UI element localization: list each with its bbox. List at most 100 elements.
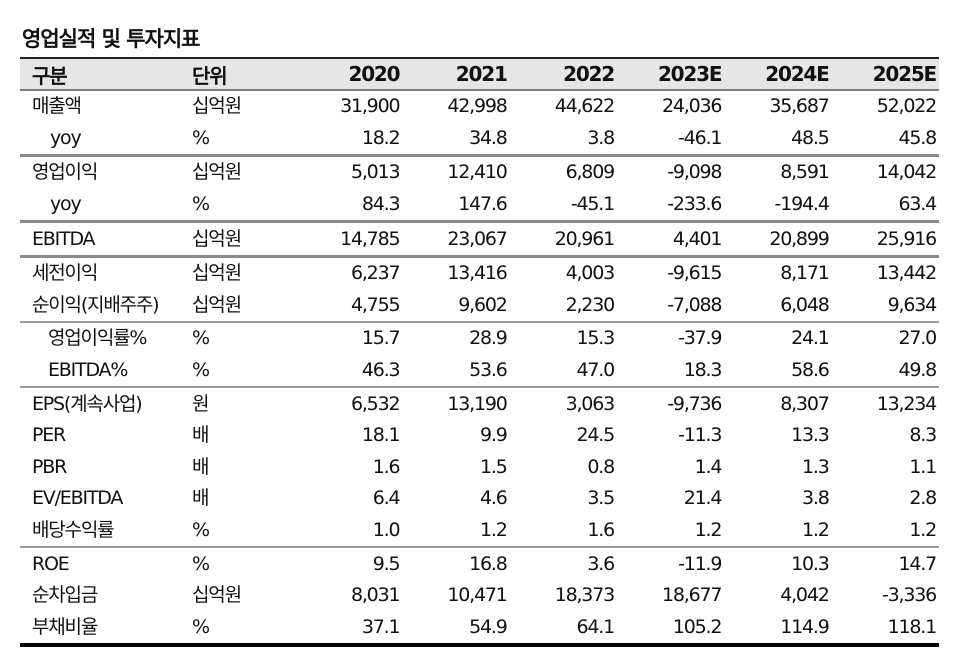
table-row: EPS(계속사업) 원 6,532 13,190 3,063 -9,736 8,307 13,… — [20, 386, 939, 420]
header-year: 2025E — [831, 57, 939, 91]
row-value: 16.8 — [402, 546, 510, 580]
row-value: 35,687 — [769, 95, 830, 118]
row-value: 4,042 — [780, 584, 830, 607]
row-value: 44,622 — [554, 95, 616, 118]
row-value: -3,336 — [881, 584, 937, 607]
row-value: 18.1 — [361, 424, 401, 447]
row-value: 12,410 — [402, 154, 510, 189]
row-label: EBITDA% — [48, 359, 128, 382]
row-unit: % — [192, 546, 296, 580]
row-unit: 원 — [192, 386, 296, 420]
row-value: 147.6 — [458, 193, 508, 216]
header-year: 2024E — [724, 57, 832, 91]
row-value: 27.0 — [831, 321, 939, 355]
row-unit: % — [192, 321, 296, 355]
table-title: 영업실적 및 투자지표 — [22, 27, 201, 51]
row-unit: 십억원 — [192, 220, 296, 257]
row-value: 105.2 — [616, 611, 725, 648]
row-value: 3.6 — [509, 546, 617, 580]
table-row: 순이익(지배주주) 십억원 4,755 9,602 2,230 -7,088 6,048 9,… — [20, 290, 939, 323]
financial-indicators-table: 구분 단위 2020 2021 2022 2023E 2024E 2025E 매… — [20, 57, 939, 648]
row-value: 48.5 — [791, 126, 830, 149]
table-row: PBR 배 1.6 1.5 0.8 1.4 1.3 1.1 — [20, 452, 939, 484]
table-row: EV/EBITDA 배 6.4 4.6 3.5 21.4 3.8 2.8 — [20, 483, 939, 515]
table-row: EBITDA 십억원 14,785 23,067 20,961 4,401 20,899 25… — [20, 220, 939, 257]
row-value: -9,736 — [616, 386, 725, 420]
table-row: 순차입금 십억원 8,031 10,471 18,373 18,677 4,042 -3,33… — [20, 580, 939, 612]
row-unit: 십억원 — [192, 154, 296, 189]
table-row: yoy% 18.2 34.8 3.8 -46.1 48.5 45.8 — [20, 123, 939, 156]
row-value: 9.5 — [295, 546, 403, 580]
row-value: 4,401 — [616, 220, 725, 257]
row-value: 1.2 — [694, 519, 723, 542]
row-value: 14,042 — [831, 154, 939, 189]
row-label: yoy — [50, 126, 82, 149]
table-header-row: 구분 단위 2020 2021 2022 2023E 2024E 2025E — [20, 57, 939, 91]
row-value: 13,442 — [831, 254, 939, 290]
row-value: 53.6 — [469, 359, 508, 382]
row-unit: 십억원 — [192, 293, 242, 316]
row-value: 84.3 — [361, 193, 401, 216]
row-value: 1.2 — [909, 519, 937, 542]
row-value: 6,237 — [295, 254, 403, 290]
row-value: 47.0 — [576, 359, 615, 382]
row-value: 58.6 — [791, 359, 830, 382]
row-value: 18.2 — [361, 126, 401, 149]
row-value: 10,471 — [447, 584, 508, 607]
row-unit: 배 — [192, 487, 209, 510]
row-label: 영업이익 — [20, 154, 193, 189]
table-row: 영업이익 십억원 5,013 12,410 6,809 -9,098 8,591 14,042 — [20, 154, 939, 189]
row-value: -11.9 — [616, 546, 725, 580]
row-value: 5,013 — [295, 154, 403, 189]
row-value: 20,961 — [509, 220, 617, 257]
row-value: 6,809 — [509, 154, 617, 189]
row-value: 1.4 — [694, 455, 723, 478]
row-value: 64.1 — [509, 611, 617, 648]
row-value: 52,022 — [876, 95, 938, 118]
row-value: 1.0 — [372, 519, 401, 542]
row-value: -11.3 — [678, 424, 722, 447]
row-value: 49.8 — [898, 359, 937, 382]
row-value: 24,036 — [662, 95, 723, 118]
row-value: 25,916 — [831, 220, 939, 257]
row-value: 13,416 — [402, 254, 510, 290]
row-value: 13.3 — [791, 424, 830, 447]
row-value: 14.7 — [831, 546, 939, 580]
row-unit: 십억원 — [192, 254, 296, 290]
row-value: -7,088 — [667, 293, 722, 316]
row-value: 14,785 — [295, 220, 403, 257]
header-year: 2021 — [402, 57, 510, 91]
row-value: 118.1 — [831, 611, 939, 648]
row-value: 3,063 — [509, 386, 617, 420]
row-unit: 십억원 — [192, 95, 242, 118]
row-value: 46.3 — [361, 359, 401, 382]
row-value: 3.5 — [587, 487, 615, 510]
row-value: 13,234 — [831, 386, 939, 420]
header-year: 2023E — [616, 57, 725, 91]
row-unit: % — [192, 126, 210, 149]
row-value: 8.3 — [909, 424, 937, 447]
row-value: 8,171 — [724, 254, 832, 290]
row-value: 9,634 — [887, 293, 938, 316]
row-value: 54.9 — [402, 611, 510, 648]
row-value: 10.3 — [724, 546, 832, 580]
table-row: 영업이익률%% 15.7 28.9 15.3 -37.9 24.1 27.0 — [20, 321, 939, 355]
row-unit: % — [192, 611, 296, 648]
row-value: 1.5 — [480, 455, 508, 478]
row-unit: % — [192, 519, 210, 542]
row-value: -9,615 — [616, 254, 725, 290]
row-value: 20,899 — [724, 220, 832, 257]
row-label: 영업이익률% — [20, 321, 193, 355]
row-value: 15.3 — [509, 321, 617, 355]
table-row: ROE% 9.5 16.8 3.6 -11.9 10.3 14.7 — [20, 546, 939, 580]
row-value: -233.6 — [667, 193, 722, 216]
row-value: 42,998 — [447, 95, 508, 118]
header-unit: 단위 — [192, 57, 296, 91]
row-value: 18,677 — [662, 584, 723, 607]
row-label: PBR — [32, 455, 67, 478]
table-row: EBITDA%% 46.3 53.6 47.0 18.3 58.6 49.8 — [20, 355, 939, 388]
row-value: 1.6 — [372, 455, 401, 478]
row-unit: % — [192, 359, 210, 382]
header-year: 2022 — [509, 57, 617, 91]
row-label: 세전이익 — [20, 254, 193, 290]
